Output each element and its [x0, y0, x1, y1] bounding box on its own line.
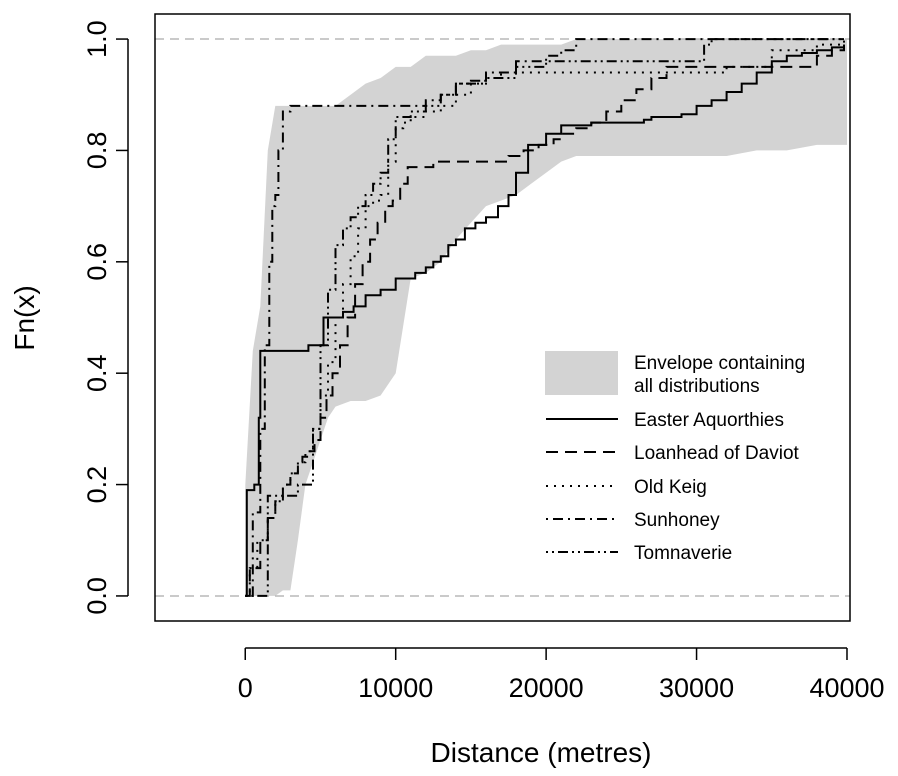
envelope-band: [245, 39, 848, 596]
series-line-tomnaverie: [245, 38, 844, 597]
axes: 0 10000 20000 30000 40000 0.0 0.2 0.4 0.6 0.8 1.0: [82, 20, 885, 703]
y-tick-label: 0.2: [82, 466, 112, 504]
legend-label-old-keig: Old Keig: [634, 477, 707, 498]
legend-label-sunhoney: Sunhoney: [634, 510, 720, 531]
legend-label-loanhead-of-daviot: Loanhead of Daviot: [634, 443, 800, 464]
x-tick-label: 30000: [659, 673, 734, 703]
series-line-sunhoney: [245, 38, 844, 597]
series-line-loanhead-of-daviot: [245, 44, 845, 597]
y-tick-label: 0.6: [82, 243, 112, 281]
legend-label-envelope-line1: Envelope containing: [634, 353, 805, 374]
y-tick-label: 0.8: [82, 132, 112, 170]
legend-label-tomnaverie: Tomnaverie: [634, 543, 732, 564]
series-line-easter-aquorthies: [245, 44, 845, 597]
x-tick-label: 0: [238, 673, 253, 703]
x-tick-label: 20000: [509, 673, 584, 703]
legend: Envelope containing all distributions Ea…: [545, 351, 805, 564]
plot-frame: [154, 13, 851, 622]
y-tick-label: 0.4: [82, 354, 112, 392]
legend-swatch-envelope: [545, 351, 618, 395]
y-axis-title: Fn(x): [9, 285, 40, 350]
x-tick-label: 40000: [809, 673, 884, 703]
legend-label-envelope-line2: all distributions: [634, 376, 760, 397]
y-tick-label: 0.0: [82, 577, 112, 615]
y-tick-label: 1.0: [82, 20, 112, 58]
x-axis-title: Distance (metres): [431, 737, 652, 768]
plot-region: [155, 38, 850, 597]
legend-label-easter-aquorthies: Easter Aquorthies: [634, 410, 784, 431]
x-tick-label: 10000: [358, 673, 433, 703]
